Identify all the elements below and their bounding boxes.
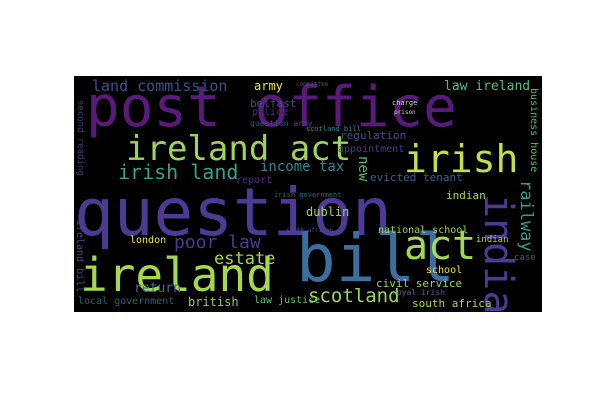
word-india: india — [475, 194, 521, 312]
word-railway: railway — [516, 180, 536, 252]
word-law-justice: law justice — [254, 295, 321, 306]
word-charge: charge — [392, 99, 418, 107]
word-act: act — [404, 223, 477, 269]
word-school: school — [426, 265, 463, 276]
word-post-office: post office — [86, 76, 457, 140]
word-indian-2: indian — [476, 235, 509, 245]
word-land-commission: land commission — [92, 77, 228, 95]
word-ireland-act: ireland act — [126, 129, 352, 169]
word-poor-law: poor law — [174, 232, 261, 253]
word-ireland-bill: ireland bill — [74, 220, 85, 293]
word-irish-land: irish land — [118, 160, 239, 184]
word-appointment: appointment — [338, 144, 405, 155]
word-dublin: dublin — [306, 205, 350, 219]
word-report: report — [236, 175, 273, 186]
word-belfast: belfast — [250, 97, 297, 110]
word-south-africa: south africa — [412, 297, 492, 310]
word-question-army: question army — [250, 119, 313, 128]
word-estate: estate — [214, 249, 276, 269]
word-evicted-tenant: evicted tenant — [370, 171, 463, 184]
word-prison: prison — [394, 109, 416, 116]
word-national-school: national school — [378, 225, 469, 236]
word-ireland: ireland — [80, 248, 274, 302]
word-return: return — [134, 281, 181, 296]
word-police: police — [252, 107, 289, 118]
word-indian: indian — [446, 189, 486, 202]
word-scotland-bill: scotland bill — [306, 125, 361, 133]
word-irish-government: irish government — [274, 191, 342, 199]
word-london: london — [130, 235, 167, 246]
word-business-house: business house — [528, 88, 539, 173]
word-case: case — [514, 253, 536, 263]
word-bill: bill — [296, 220, 455, 297]
word-question: question — [74, 174, 392, 251]
word-royal-irish: royal irish — [392, 288, 445, 297]
word-new: new — [355, 156, 371, 182]
word-local-government: local government — [78, 296, 175, 307]
word-cloud: post office question ireland act irish b… — [74, 76, 542, 312]
word-income-tax: income tax — [260, 159, 345, 175]
word-regulation: regulation — [340, 129, 407, 142]
word-second-reading: second reading — [75, 100, 85, 176]
word-army: army — [254, 79, 283, 93]
word-scotland: scotland — [308, 285, 400, 307]
word-south-african: south african — [286, 227, 333, 234]
word-irish: irish — [404, 137, 519, 181]
word-civil-service: civil service — [376, 277, 463, 290]
word-law-ireland: law ireland — [444, 79, 531, 94]
word-committee: committee — [296, 81, 329, 88]
word-british: british — [188, 295, 239, 309]
